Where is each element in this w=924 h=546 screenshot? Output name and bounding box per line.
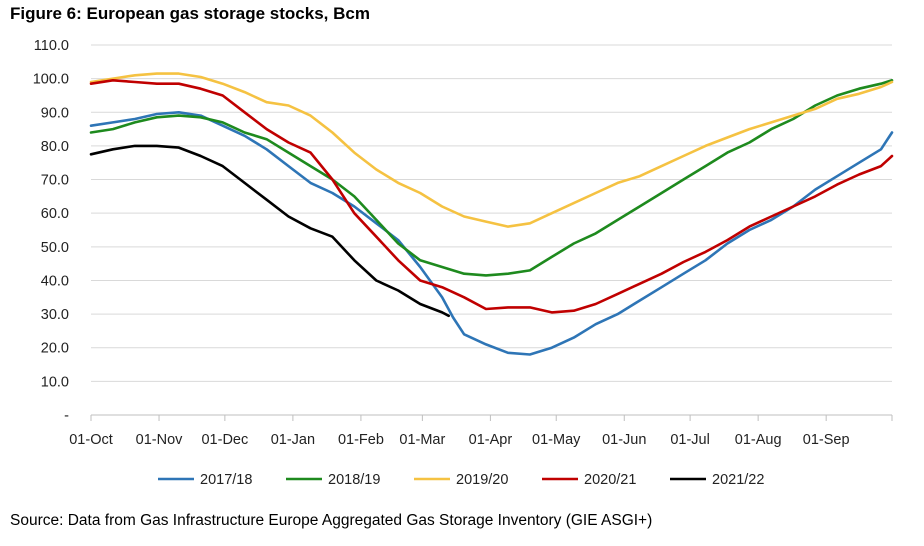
y-tick-label: 80.0 xyxy=(41,139,69,155)
grid-lines xyxy=(91,44,892,382)
x-tick-label: 01-Oct xyxy=(69,432,113,448)
x-tick-label: 01-Dec xyxy=(201,432,248,448)
y-tick-label: 40.0 xyxy=(41,273,69,289)
y-tick-label: 60.0 xyxy=(41,206,69,222)
series-line-2017-18 xyxy=(89,111,894,356)
series-line-2020-21 xyxy=(89,79,894,314)
source-note: Source: Data from Gas Infrastructure Eur… xyxy=(10,512,653,529)
series-line-2021-22 xyxy=(89,144,450,318)
y-tick-label: 90.0 xyxy=(41,105,69,121)
series-lines xyxy=(89,72,894,356)
x-tick-label: 01-Jun xyxy=(602,432,646,448)
x-tick-label: 01-Aug xyxy=(735,432,782,448)
y-axis-ticks: - 10.0 20.0 30.0 40.0 50.0 60.0 70.0 80.0 90.0 100… xyxy=(33,38,69,424)
x-tick-label: 01-Feb xyxy=(338,432,384,448)
x-tick-label: 01-Jan xyxy=(271,432,315,448)
y-tick-label: - xyxy=(64,408,69,424)
legend-label: 2018/19 xyxy=(328,472,380,488)
x-axis: 01-Oct 01-Nov 01-Dec 01-Jan 01-Feb 01-Mar 01-A… xyxy=(69,414,893,448)
x-tick-label: 01-Nov xyxy=(136,432,183,448)
chart-title: Figure 6: European gas storage stocks, B… xyxy=(10,4,370,23)
y-tick-label: 30.0 xyxy=(41,307,69,323)
x-tick-label: 01-Jul xyxy=(670,432,710,448)
y-tick-label: 110.0 xyxy=(34,38,69,54)
legend-label: 2020/21 xyxy=(584,472,636,488)
x-tick-label: 01-Mar xyxy=(399,432,445,448)
series-line-2019-20 xyxy=(89,72,894,228)
x-tick-label: 01-May xyxy=(532,432,581,448)
series-line-2018-19 xyxy=(89,79,894,277)
y-tick-label: 20.0 xyxy=(41,341,69,357)
x-tick-label: 01-Apr xyxy=(469,432,513,448)
x-tick-label: 01-Sep xyxy=(803,432,850,448)
legend: 2017/18 2018/19 2019/20 2020/21 2021/22 xyxy=(158,472,764,488)
y-tick-label: 10.0 xyxy=(41,374,69,390)
legend-label: 2021/22 xyxy=(712,472,764,488)
y-tick-label: 50.0 xyxy=(41,240,69,256)
legend-label: 2017/18 xyxy=(200,472,252,488)
y-tick-label: 70.0 xyxy=(41,173,69,189)
legend-label: 2019/20 xyxy=(456,472,508,488)
y-tick-label: 100.0 xyxy=(33,72,69,88)
